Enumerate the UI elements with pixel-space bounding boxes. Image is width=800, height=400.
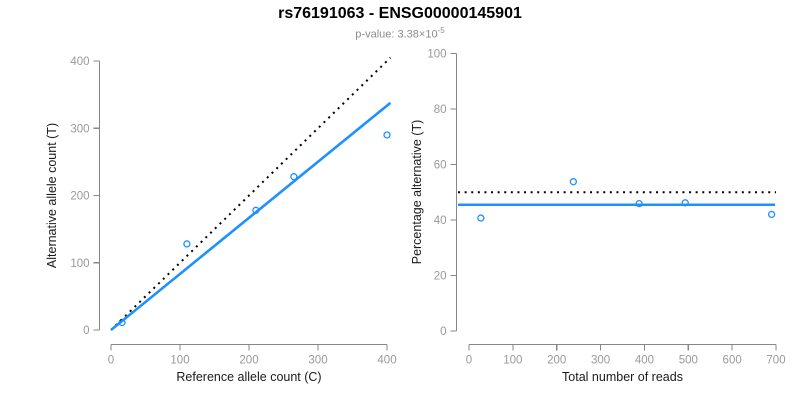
x-tick-label: 200: [547, 355, 566, 367]
data-point: [477, 214, 485, 222]
right-scatter-plot: 0 20 40 60 80 100 0 100 200 300 400 500 600 700 Total …: [410, 49, 786, 385]
y-tick-label: 100: [70, 258, 89, 270]
x-tick-label: 300: [308, 355, 327, 367]
y-tick-label: 100: [427, 49, 446, 61]
observed-ratio-fit-line: [110, 101, 392, 332]
pvalue-text: p-value: 3.38×10: [355, 28, 438, 41]
x-tick-label: 500: [679, 355, 698, 367]
x-tick-label: 100: [503, 355, 522, 367]
left-scatter-plot: 0 100 200 300 400 0 100 200 300 400 Reference alle…: [45, 56, 397, 384]
x-axis-title: Total number of reads: [562, 370, 683, 384]
x-tick-label: 700: [766, 355, 785, 367]
data-point: [383, 131, 391, 139]
data-point: [183, 240, 191, 248]
data-point: [767, 210, 776, 219]
pvalue-exponent: -5: [437, 26, 445, 35]
x-tick-label: 100: [170, 355, 189, 367]
x-tick-label: 300: [591, 355, 610, 367]
y-tick-label: 40: [434, 215, 447, 227]
data-point: [290, 173, 298, 181]
y-axis-title: Percentage alternative (T): [410, 120, 424, 265]
y-tick-label: 20: [434, 271, 447, 283]
y-tick-label: 0: [83, 325, 89, 337]
figure-subtitle: p-value: 3.38×10-5: [0, 26, 800, 41]
x-axis-title: Reference allele count (C): [176, 370, 321, 384]
x-tick-label: 400: [377, 355, 396, 367]
y-axis-title: Alternative allele count (T): [45, 123, 59, 268]
x-tick-label: 0: [108, 355, 114, 367]
x-tick-label: 200: [239, 355, 258, 367]
expected-identity-line: [110, 56, 392, 331]
y-tick-label: 0: [440, 326, 446, 338]
data-point: [569, 178, 578, 186]
y-tick-label: 400: [70, 56, 89, 68]
y-tick-label: 200: [70, 191, 89, 203]
figure-title: rs76191063 - ENSG00000145901: [278, 5, 522, 22]
y-tick-label: 300: [70, 123, 89, 135]
x-tick-label: 400: [635, 355, 654, 367]
y-tick-label: 80: [434, 104, 447, 116]
x-tick-label: 0: [466, 355, 472, 367]
x-tick-label: 600: [723, 355, 742, 367]
y-tick-label: 60: [434, 160, 447, 172]
